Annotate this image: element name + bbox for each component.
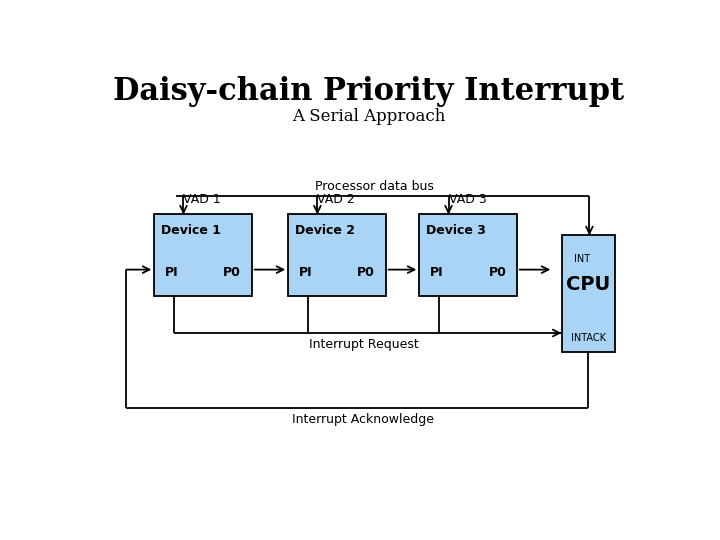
- Text: Device 2: Device 2: [295, 224, 355, 237]
- Text: INTACK: INTACK: [570, 333, 606, 343]
- Text: Interrupt Acknowledge: Interrupt Acknowledge: [292, 413, 434, 426]
- Text: PI: PI: [430, 266, 444, 279]
- Text: VAD 3: VAD 3: [449, 193, 486, 206]
- Text: Daisy-chain Priority Interrupt: Daisy-chain Priority Interrupt: [114, 76, 624, 107]
- Bar: [288, 214, 386, 295]
- Text: INT: INT: [574, 254, 590, 264]
- Text: PI: PI: [299, 266, 312, 279]
- Text: Processor data bus: Processor data bus: [315, 180, 434, 193]
- Text: P0: P0: [488, 266, 506, 279]
- Text: CPU: CPU: [566, 275, 610, 294]
- Text: Interrupt Request: Interrupt Request: [309, 338, 418, 351]
- Text: PI: PI: [165, 266, 179, 279]
- Bar: [154, 214, 252, 295]
- Text: P0: P0: [357, 266, 375, 279]
- Text: Device 3: Device 3: [426, 224, 486, 237]
- Text: A Serial Approach: A Serial Approach: [292, 109, 446, 125]
- Bar: [419, 214, 517, 295]
- Text: VAD 1: VAD 1: [184, 193, 221, 206]
- Text: Device 1: Device 1: [161, 224, 221, 237]
- Bar: [562, 235, 615, 352]
- Text: VAD 2: VAD 2: [318, 193, 355, 206]
- Text: P0: P0: [223, 266, 241, 279]
